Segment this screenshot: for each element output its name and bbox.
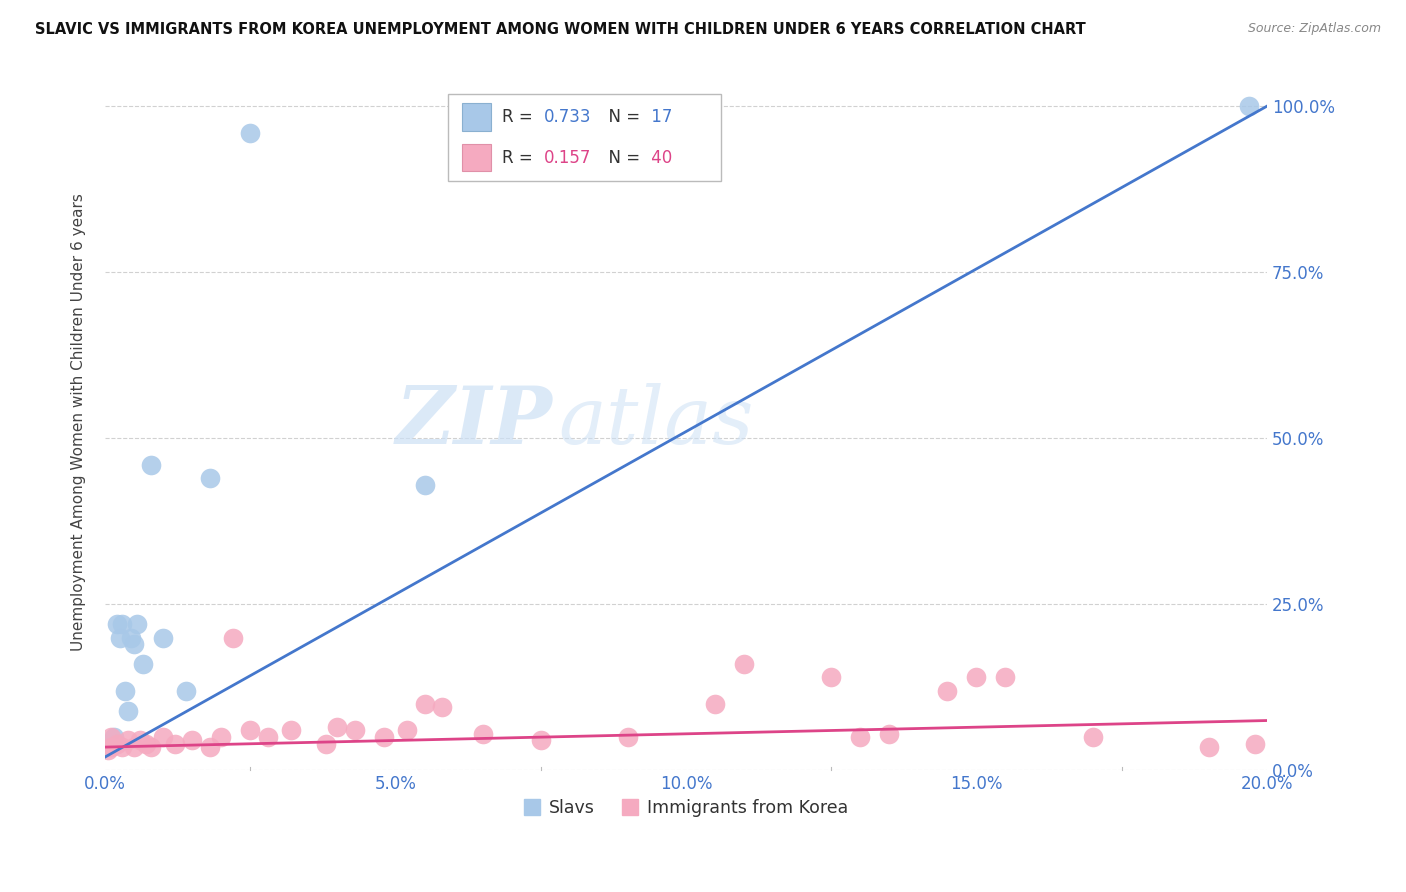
Point [1239,99,1261,113]
Point [100,740,122,755]
Point [100,730,122,744]
Point [1244,737,1267,751]
Point [994,670,1017,684]
Point [239,723,262,738]
Text: atlas: atlas [558,383,754,460]
Point [849,730,872,744]
Point [256,730,278,744]
Point [141,740,163,755]
Point [181,733,204,747]
Text: Source: ZipAtlas.com: Source: ZipAtlas.com [1247,22,1381,36]
Point [373,730,395,744]
Point [1198,740,1220,755]
Point [1081,730,1104,744]
Point [704,697,727,711]
Point [141,458,163,472]
Text: 40: 40 [647,149,672,167]
Point [152,631,174,645]
Point [114,683,136,698]
Point [105,617,128,632]
Point [877,727,900,741]
Point [198,471,221,485]
Point [120,631,142,645]
Text: N =: N = [598,109,645,127]
Point [733,657,755,671]
Point [117,704,139,718]
Point [117,733,139,747]
Point [413,477,436,491]
Point [132,657,155,671]
Point [163,737,186,751]
Point [413,697,436,711]
Y-axis label: Unemployment Among Women with Children Under 6 years: Unemployment Among Women with Children U… [72,193,86,650]
Point [315,737,337,751]
Point [135,737,157,751]
Point [111,617,134,632]
Point [111,740,134,755]
Text: N =: N = [598,149,645,167]
Point [122,740,145,755]
Point [176,683,198,698]
Point [209,730,232,744]
Point [239,126,262,140]
Point [326,720,349,734]
Point [125,617,148,632]
Point [430,700,453,714]
Point [128,733,150,747]
FancyBboxPatch shape [447,94,721,181]
Point [936,683,959,698]
Point [530,733,553,747]
Text: ZIP: ZIP [395,383,553,460]
Text: SLAVIC VS IMMIGRANTS FROM KOREA UNEMPLOYMENT AMONG WOMEN WITH CHILDREN UNDER 6 Y: SLAVIC VS IMMIGRANTS FROM KOREA UNEMPLOY… [35,22,1085,37]
Text: 17: 17 [647,109,673,127]
Point [471,727,494,741]
Point [108,631,131,645]
Point [343,723,366,738]
Point [103,730,125,744]
Text: 0.733: 0.733 [544,109,592,127]
Point [122,637,145,651]
Point [965,670,987,684]
Point [396,723,419,738]
Point [97,743,120,757]
Point [222,631,245,645]
Point [105,737,128,751]
FancyBboxPatch shape [461,144,491,171]
Point [617,730,640,744]
Text: R =: R = [502,149,538,167]
Text: R =: R = [502,109,538,127]
Point [152,730,174,744]
FancyBboxPatch shape [461,103,491,131]
Point [820,670,842,684]
Legend: Slavs, Immigrants from Korea: Slavs, Immigrants from Korea [516,792,855,824]
Point [198,740,221,755]
Point [280,723,302,738]
Text: 0.157: 0.157 [544,149,592,167]
